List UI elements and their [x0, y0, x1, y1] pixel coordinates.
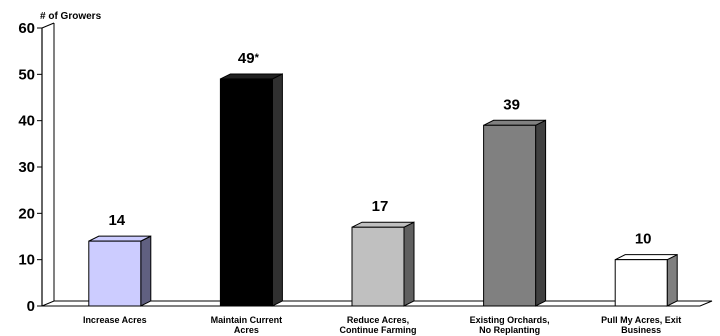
bars: [88, 73, 678, 307]
bar-side: [666, 253, 678, 307]
bar-top: [483, 119, 546, 126]
bar: [614, 253, 678, 307]
y-axis-top-edge: [41, 22, 55, 29]
bar-top: [351, 221, 415, 228]
category-label: Reduce Acres,: [347, 315, 409, 325]
y-tick-label: 40: [18, 113, 35, 130]
bar: [219, 73, 283, 307]
category-label: Pull My Acres, Exit: [601, 315, 681, 325]
bar-top: [88, 235, 152, 242]
bar-front: [351, 226, 405, 307]
data-label: 14: [108, 212, 125, 229]
bar: [351, 221, 415, 307]
data-label: 39: [503, 96, 520, 113]
data-label-note: *: [255, 52, 260, 64]
category-label: Continue Farming: [340, 325, 417, 335]
y-tick-label: 10: [18, 252, 35, 269]
category-label: Existing Orchards,: [470, 315, 550, 325]
category-label: Business: [621, 325, 661, 335]
bar-side: [535, 119, 547, 307]
category-label: No Replanting: [479, 325, 540, 335]
y-axis-title: # of Growers: [40, 11, 102, 22]
bar-front: [614, 259, 668, 307]
bar-front: [483, 124, 537, 307]
bar: [88, 235, 152, 307]
labels: 14 Increase Acres 49* Maintain CurrentAcres…: [83, 50, 681, 335]
y-tick-label: 50: [18, 66, 35, 83]
y-axis: 0 10 20 30 40 50 60: [18, 20, 55, 315]
bar-side: [403, 221, 415, 307]
bar-top: [614, 254, 678, 261]
category-label: Acres: [234, 325, 259, 335]
y-tick-label: 20: [18, 205, 35, 222]
data-label: 17: [372, 198, 389, 215]
bar: [483, 119, 547, 307]
category-label: Maintain Current: [211, 315, 283, 325]
bar-front: [88, 240, 142, 307]
data-label: 49*: [238, 50, 260, 67]
bar-front: [219, 78, 273, 307]
data-label: 10: [635, 231, 652, 248]
bar-side: [271, 73, 283, 307]
category-label: Increase Acres: [83, 315, 147, 325]
y-tick-label: 30: [18, 159, 35, 176]
y-tick-label: 60: [18, 20, 35, 37]
bar-side: [140, 235, 152, 307]
bar-top: [220, 73, 283, 80]
y-tick-label: 0: [27, 298, 35, 315]
